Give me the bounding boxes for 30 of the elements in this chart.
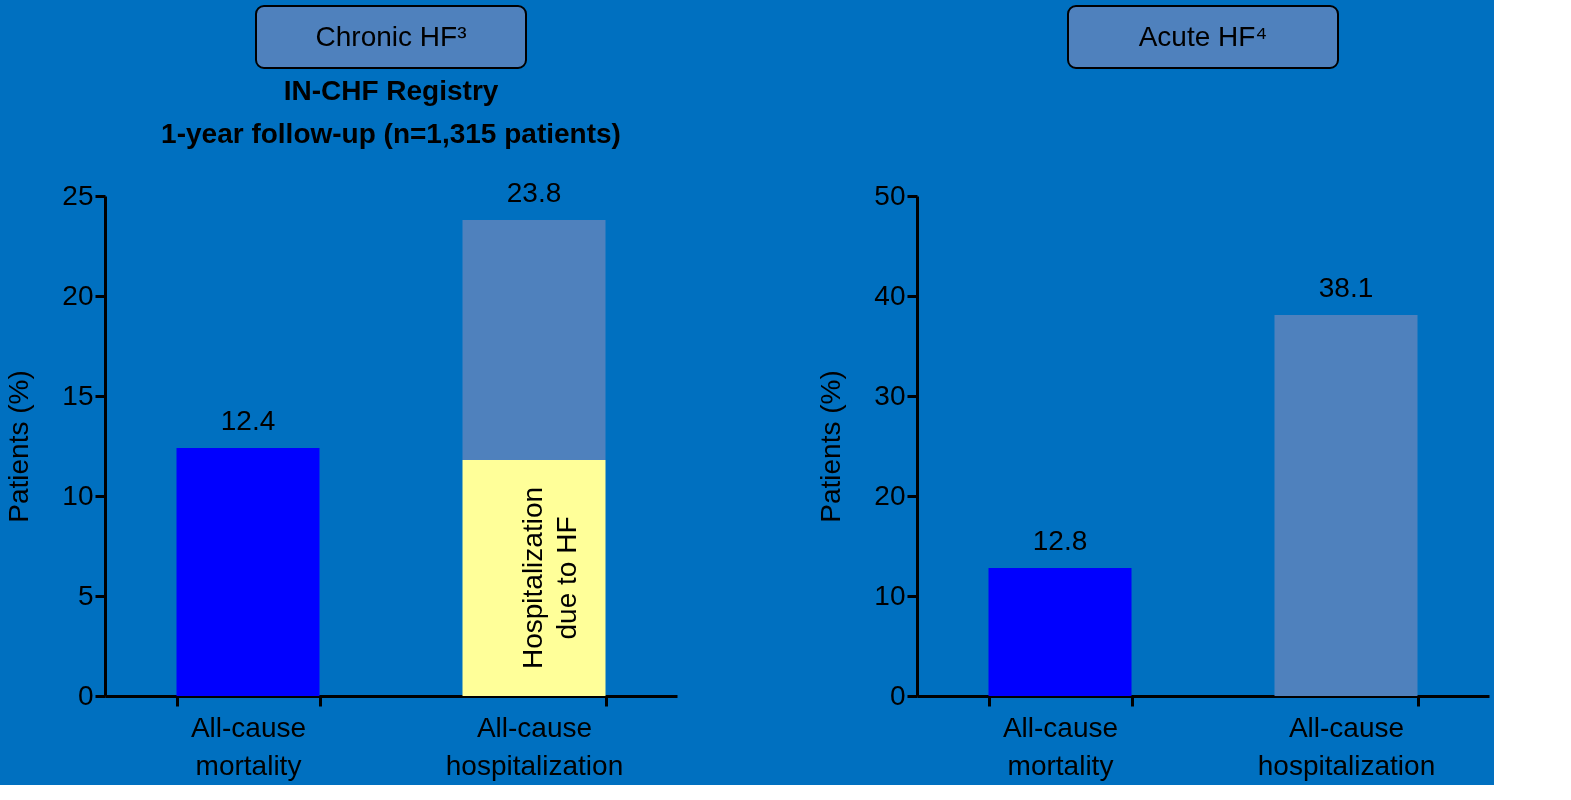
total-label: 23.8 bbox=[506, 177, 562, 208]
y-tick-label: 20 bbox=[874, 479, 906, 511]
y-axis-title: Patients (%) bbox=[815, 370, 847, 523]
y-tick-label: 40 bbox=[874, 279, 906, 311]
text: IN-CHF Registry bbox=[283, 75, 499, 106]
y-tick-label: 10 bbox=[874, 579, 906, 611]
x-tick-label: All-cause mortality bbox=[190, 711, 307, 781]
y-tick-label: 0 bbox=[77, 679, 94, 711]
x-tick-label: All-cause mortality bbox=[1002, 711, 1119, 781]
data-label: 12.8 bbox=[1032, 525, 1088, 556]
x-tick-label: All-cause hospitalization bbox=[1257, 711, 1436, 781]
chart-title: Chronic HF³ bbox=[315, 21, 467, 52]
data-label: 38.1 bbox=[1318, 272, 1374, 303]
y-axis-title: Patients (%) bbox=[3, 370, 35, 523]
bar bbox=[462, 220, 606, 460]
series-label: Hospitalization due to HF bbox=[517, 486, 582, 670]
bar bbox=[176, 448, 320, 696]
y-tick-label: 10 bbox=[62, 479, 94, 511]
y-tick-label: 15 bbox=[62, 379, 94, 411]
text: 1-year follow-up (n=1,315 patients) bbox=[161, 118, 621, 149]
x-tick-label: All-cause hospitalization bbox=[445, 711, 624, 781]
chart-title: Acute HF⁴ bbox=[1138, 21, 1268, 52]
y-tick-label: 5 bbox=[77, 579, 94, 611]
total-label: 12.4 bbox=[220, 405, 276, 436]
y-tick-label: 0 bbox=[889, 679, 906, 711]
bar bbox=[462, 460, 606, 696]
y-tick-label: 25 bbox=[62, 179, 94, 211]
y-tick-label: 30 bbox=[874, 379, 906, 411]
y-tick-label: 20 bbox=[62, 279, 94, 311]
y-tick-label: 50 bbox=[874, 179, 906, 211]
